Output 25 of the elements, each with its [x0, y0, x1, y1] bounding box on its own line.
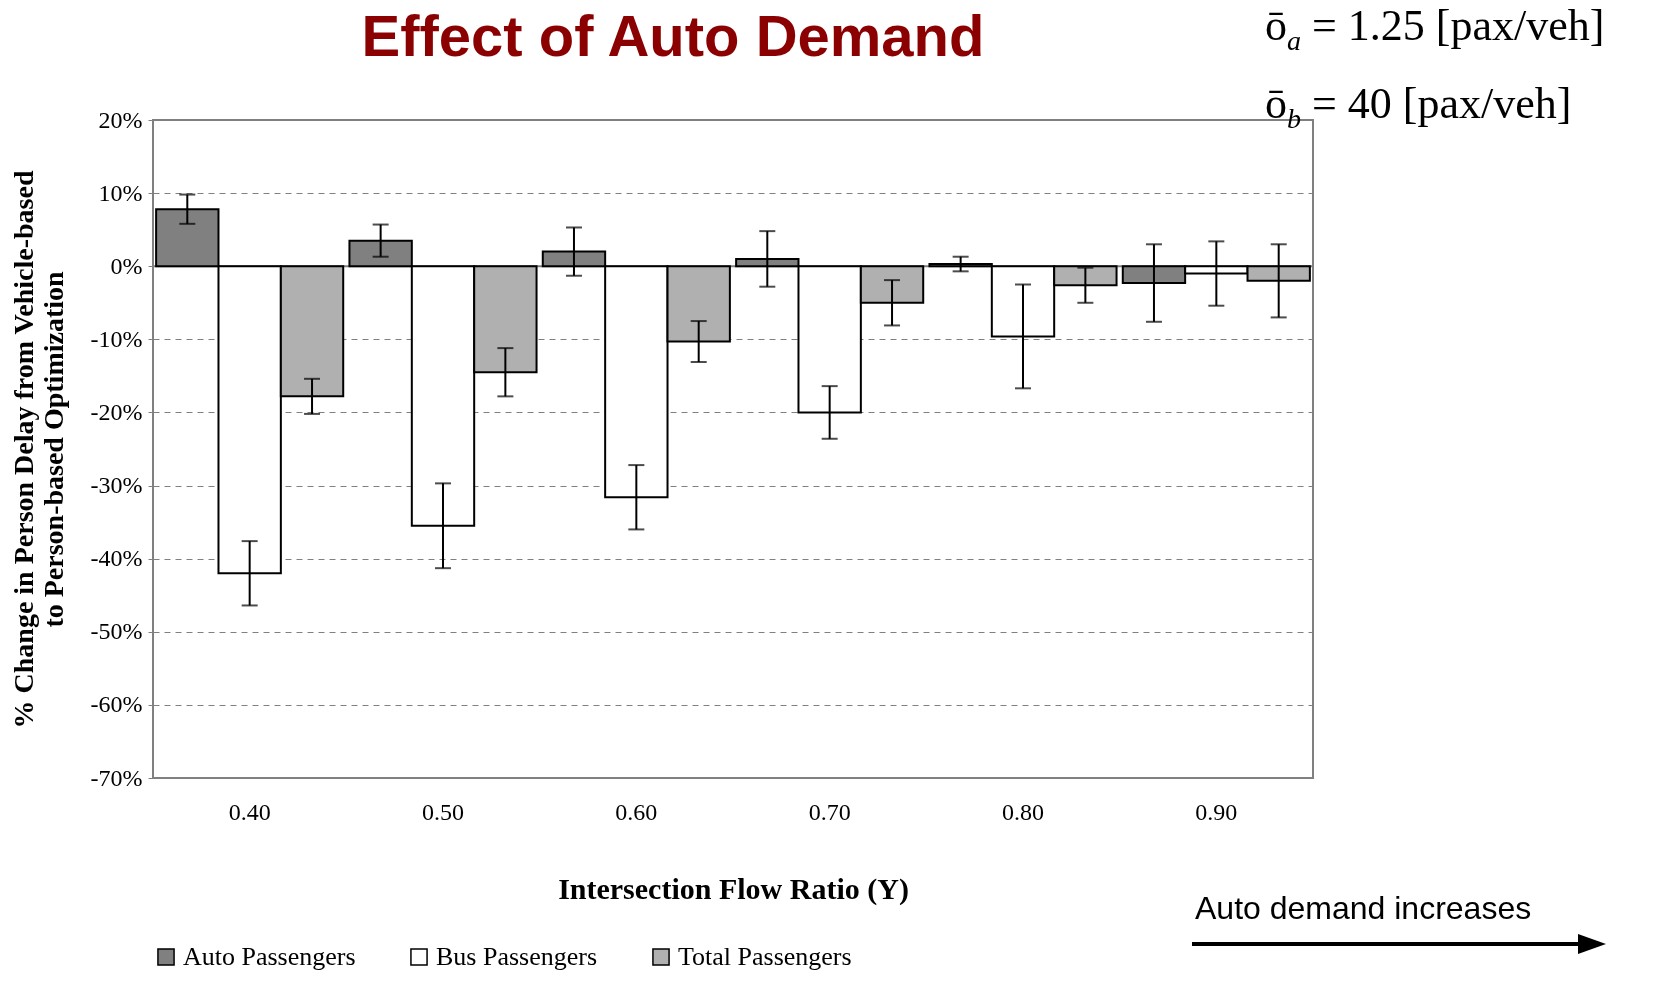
x-axis-title: Intersection Flow Ratio (Y): [558, 871, 909, 906]
x-tick-label: 0.90: [1195, 798, 1238, 825]
y-tick-label: 10%: [98, 179, 143, 206]
y-tick-label: 20%: [98, 106, 143, 133]
y-tick-label: -10%: [90, 325, 143, 352]
y-tick-label: -30%: [90, 472, 143, 499]
text: Auto demand increases: [1195, 890, 1532, 927]
legend-label: Bus Passengers: [436, 942, 598, 971]
x-tick-label: 0.50: [422, 798, 464, 825]
y-tick-label: -20%: [90, 398, 143, 425]
legend-label: Auto Passengers: [183, 942, 356, 971]
chart-title: Effect of Auto Demand: [361, 3, 985, 68]
y-tick-label: -40%: [90, 545, 143, 572]
y-tick-label: 0%: [110, 252, 143, 279]
annotation: ō$_{b}$ = 40 [pax/veh]: [1265, 78, 1572, 135]
x-tick-label: 0.60: [615, 798, 658, 825]
x-tick-label: 0.80: [1002, 798, 1044, 825]
y-tick-label: -50%: [90, 618, 143, 645]
x-tick-label: 0.40: [228, 798, 271, 825]
y-tick-label: -60%: [90, 691, 143, 718]
x-tick-label: 0.70: [808, 798, 851, 825]
legend-label: Total Passengers: [678, 942, 852, 971]
text: ō$_{a}$ = 1.25 [pax/veh]: [1265, 0, 1605, 57]
y-tick-label: -70%: [90, 764, 143, 791]
y-axis-title: % Change in Person Delay from Vehicle-based to Person-based Optimization: [7, 170, 69, 729]
